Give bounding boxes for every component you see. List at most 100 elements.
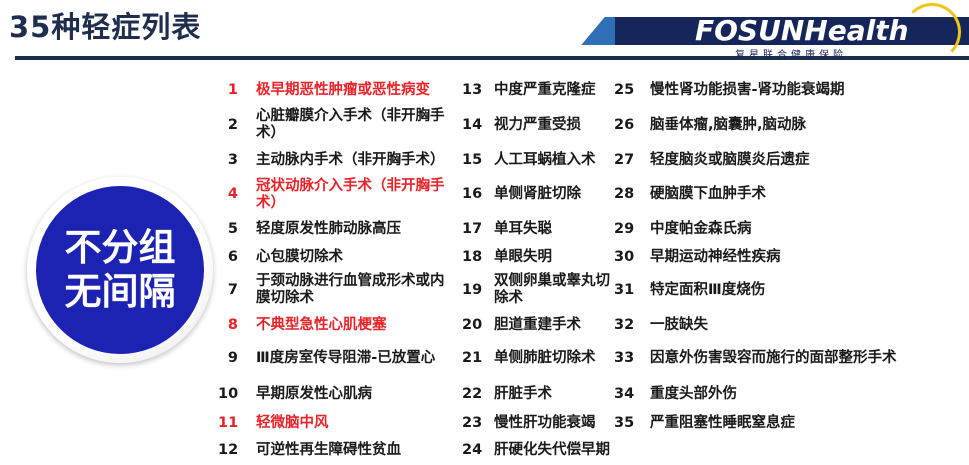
item-text: 主动脉内手术（非开胸手术） [256,151,445,168]
item-text: 中度严重克隆症 [494,82,596,98]
item-text: 重度头部外伤 [650,385,737,402]
illness-list-item: 1 极早期恶性肿瘤或恶性病变 [218,75,458,106]
title-underline [15,56,969,60]
item-text: 胆道重建手术 [494,316,581,333]
item-number: 34 [614,385,635,402]
illness-list-item: 25 慢性肾功能损害-肾功能衰竭期 [614,75,914,106]
item-text: 心包膜切除术 [256,248,343,265]
item-text: 冠状动脉介入手术（非开胸手术） [256,177,445,211]
item-number: 8 [227,316,238,333]
illness-list-item: 8 不典型急性心肌梗塞 [218,311,458,339]
item-number: 3 [227,151,238,168]
fosun-health-logo: FOSUNHealth 复星联合健康保险 [581,3,969,61]
item-text: 早期运动神经性疾病 [650,248,781,265]
item-number: 22 [462,385,483,402]
item-number: 27 [614,151,635,168]
illness-list-item: 34 重度头部外伤 [614,377,914,411]
item-number: 28 [614,186,635,202]
item-text: 视力严重受损 [494,116,581,133]
item-text: 心脏瓣膜介入手术（非开胸手术） [256,108,445,141]
item-number: 13 [462,82,483,98]
illness-list-item: 7 于颈动脉进行血管成形术或内膜切除术 [218,269,458,311]
item-number: 26 [614,116,635,133]
item-number: 19 [462,281,483,298]
item-text: 脑垂体瘤,脑囊肿,脑动脉 [650,116,807,133]
item-number: 16 [462,186,483,202]
illness-list-item: 9 Ⅲ度房室传导阻滞-已放置心 [218,339,458,377]
badge-line-1: 不分组 [64,226,176,269]
illness-list-item: 6 心包膜切除术 [218,245,458,269]
illness-list-item: 2 心脏瓣膜介入手术（非开胸手术） [218,106,458,144]
illness-column-2: 13 中度严重克隆症 14 视力严重受损 15 人工耳蜗植入术 16 单侧肾脏切除 17 单耳失聪… [462,75,622,465]
item-number: 6 [227,248,238,265]
illness-list-item: 5 轻度原发性肺动脉高压 [218,213,458,245]
illness-list-item: 17 单耳失聪 [462,213,622,245]
illness-list-item: 30 早期运动神经性疾病 [614,245,914,269]
logo-subtitle: 复星联合健康保险 [735,50,847,61]
item-text: 单眼失明 [494,248,552,265]
illness-list-item: 11 轻微脑中风 [218,411,458,435]
item-number: 25 [614,82,635,98]
item-number: 15 [462,151,483,168]
illness-column-1: 1 极早期恶性肿瘤或恶性病变 2 心脏瓣膜介入手术（非开胸手术） 3 主动脉内手术（非开胸… [218,75,458,465]
item-text: 早期原发性心肌病 [256,385,372,402]
illness-list-item: 4 冠状动脉介入手术（非开胸手术） [218,176,458,213]
item-text: 单耳失聪 [494,220,552,237]
item-number: 9 [227,349,238,366]
item-number: 11 [218,414,239,431]
item-text: 极早期恶性肿瘤或恶性病变 [256,82,430,98]
item-number: 30 [614,248,635,265]
item-number: 20 [462,316,483,333]
item-text: 单侧肾脏切除 [494,186,581,202]
illness-list-item: 10 早期原发性心肌病 [218,377,458,411]
item-number: 21 [462,349,483,366]
item-number: 35 [614,414,635,431]
item-text: 肝脏手术 [494,385,552,402]
illness-list-item: 26 脑垂体瘤,脑囊肿,脑动脉 [614,106,914,144]
item-number: 12 [218,441,239,458]
item-text: 人工耳蜗植入术 [494,151,596,168]
illness-list-item: 29 中度帕金森氏病 [614,213,914,245]
item-number: 1 [227,82,238,98]
item-number: 2 [227,116,238,133]
illness-list-item: 28 硬脑膜下血肿手术 [614,176,914,213]
item-text: 轻度脑炎或脑膜炎后遗症 [650,151,810,168]
item-number: 14 [462,116,483,133]
item-text: 中度帕金森氏病 [650,220,752,237]
illness-list-item: 13 中度严重克隆症 [462,75,622,106]
item-text: 严重阻塞性睡眠窒息症 [650,414,795,431]
illness-list-item: 18 单眼失明 [462,245,622,269]
logo-ring [903,3,961,61]
item-text: 硬脑膜下血肿手术 [650,186,766,202]
page-title: 35种轻症列表 [9,10,202,44]
item-number: 17 [462,220,483,237]
item-text: 特定面积Ⅲ度烧伤 [650,281,766,298]
item-number: 23 [462,414,483,431]
illness-list-item: 35 严重阻塞性睡眠窒息症 [614,411,914,435]
item-number: 10 [218,385,239,402]
item-number: 7 [227,281,238,298]
item-text: 慢性肝功能衰竭 [494,414,596,431]
illness-list-item: 32 一肢缺失 [614,311,914,339]
illness-list-item: 33 因意外伤害毁容而施行的面部整形手术 [614,339,914,377]
item-text: 轻微脑中风 [256,414,329,431]
item-number: 31 [614,281,635,298]
no-group-badge: 不分组 无间隔 [36,186,204,354]
item-number: 18 [462,248,483,265]
item-text: 轻度原发性肺动脉高压 [256,220,401,237]
illness-list-item: 3 主动脉内手术（非开胸手术） [218,144,458,176]
illness-list-item: 31 特定面积Ⅲ度烧伤 [614,269,914,311]
illness-list-item: 19 双侧卵巢或睾丸切除术 [462,269,622,311]
item-number: 5 [227,220,238,237]
item-text: 慢性肾功能损害-肾功能衰竭期 [650,82,845,98]
item-number: 33 [614,349,635,366]
illness-list-item: 27 轻度脑炎或脑膜炎后遗症 [614,144,914,176]
item-number: 4 [227,186,238,202]
illness-list-item: 12 可逆性再生障碍性贫血 [218,435,458,465]
illness-column-3: 25 慢性肾功能损害-肾功能衰竭期 26 脑垂体瘤,脑囊肿,脑动脉 27 轻度脑炎或脑膜炎… [614,75,914,465]
illness-list-item: 20 胆道重建手术 [462,311,622,339]
illness-list-item: 23 慢性肝功能衰竭 [462,411,622,435]
illness-list-item: 22 肝脏手术 [462,377,622,411]
item-number: 32 [614,316,635,333]
illness-list-item: 14 视力严重受损 [462,106,622,144]
